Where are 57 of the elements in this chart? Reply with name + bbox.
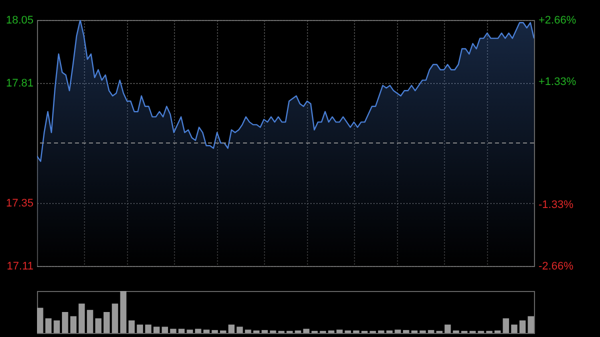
y2-tick-label: -1.33% [538,199,574,211]
bar [112,304,118,333]
bar [136,324,144,333]
bar [228,324,235,333]
bar [45,318,52,333]
bar [411,330,418,333]
bar [170,328,176,333]
bar [86,310,94,333]
y2-tick-label: +2.66% [538,14,576,26]
bar [244,330,252,333]
y2-tick-label: -2.66% [538,260,574,272]
bar [253,330,260,333]
bar [420,330,426,333]
bar [294,330,302,333]
bar [203,330,210,333]
bar [353,330,360,333]
bar [153,326,160,333]
bar [519,320,526,333]
bar [270,330,276,333]
bar [212,330,218,333]
bar [402,330,410,333]
bar [336,330,343,333]
bar [220,330,226,333]
bar [528,316,534,333]
y-tick-label: 17.81 [6,77,34,90]
bar [62,312,68,333]
bar [54,320,60,333]
bar [95,318,102,333]
bar [378,330,384,333]
bar [120,291,126,333]
bar [178,328,185,333]
bar [78,304,85,333]
bar [37,308,44,333]
bar [128,320,135,333]
bar [344,330,352,333]
bar [394,330,401,333]
bar [104,312,110,333]
bar [328,330,334,333]
bar [162,326,168,333]
bar [70,316,77,333]
y-tick-label: 17.35 [6,198,34,210]
y-tick-label: 17.11 [6,260,34,272]
bar [303,328,310,333]
y-tick-label: 18.05 [6,14,34,26]
bar [386,330,393,333]
bar [452,330,460,333]
bar [428,330,434,333]
bar [494,330,501,333]
bar [195,328,202,333]
bar [186,330,193,333]
bar [511,324,518,333]
bar [262,330,268,333]
bar [236,326,243,333]
bar [502,318,510,333]
y2-tick-label: +1.33% [538,76,576,88]
bar [444,324,451,333]
bar [145,324,152,333]
